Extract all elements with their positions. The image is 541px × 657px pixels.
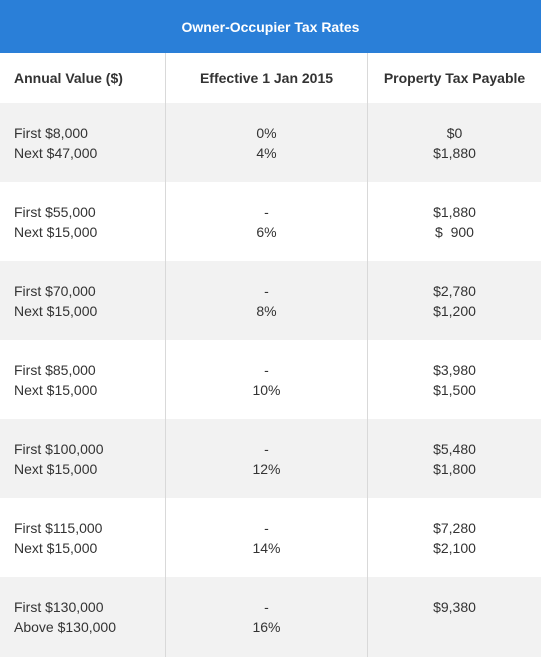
annual-value-next: Next $15,000 bbox=[14, 382, 98, 398]
annual-value-first: First $130,000 bbox=[14, 599, 104, 615]
tax-first: $9,380 bbox=[433, 599, 476, 615]
rate-first: - bbox=[264, 441, 269, 457]
table-title: Owner-Occupier Tax Rates bbox=[0, 0, 541, 53]
tax-next: $ 900 bbox=[435, 224, 474, 240]
tax-next: $2,100 bbox=[433, 540, 476, 556]
tax-next: $1,200 bbox=[433, 303, 476, 319]
tax-payable-cell: $2,780 $1,200 bbox=[368, 261, 541, 340]
annual-value-cell: First $130,000 Above $130,000 bbox=[0, 577, 166, 657]
annual-value-first: First $100,000 bbox=[14, 441, 104, 457]
table-row: First $55,000 Next $15,000 - 6% $1,880 $… bbox=[0, 182, 541, 261]
rate-cell: - 14% bbox=[166, 498, 368, 577]
rate-first: 0% bbox=[256, 125, 277, 141]
rate-cell: - 16% bbox=[166, 577, 368, 657]
rate-next: 10% bbox=[252, 382, 281, 398]
annual-value-cell: First $8,000 Next $47,000 bbox=[0, 103, 166, 182]
header-tax-payable: Property Tax Payable bbox=[383, 70, 526, 86]
table-row: First $70,000 Next $15,000 - 8% $2,780 $… bbox=[0, 261, 541, 340]
rate-next: 12% bbox=[252, 461, 281, 477]
tax-next bbox=[368, 617, 541, 637]
rate-cell: - 6% bbox=[166, 182, 368, 261]
rate-next: 4% bbox=[256, 145, 277, 161]
rate-next: 6% bbox=[256, 224, 277, 240]
tax-first: $0 bbox=[446, 125, 463, 141]
rate-first: - bbox=[264, 362, 269, 378]
annual-value-above: Above $130,000 bbox=[14, 619, 116, 635]
table-row: First $85,000 Next $15,000 - 10% $3,980 … bbox=[0, 340, 541, 419]
rate-next: 14% bbox=[252, 540, 281, 556]
annual-value-first: First $8,000 bbox=[14, 125, 88, 141]
table-title-text: Owner-Occupier Tax Rates bbox=[181, 18, 360, 35]
tax-payable-cell: $0 $1,880 bbox=[368, 103, 541, 182]
annual-value-next: Next $15,000 bbox=[14, 224, 98, 240]
rate-first: - bbox=[264, 599, 269, 615]
annual-value-next: Next $15,000 bbox=[14, 540, 98, 556]
rate-next: 16% bbox=[252, 619, 281, 635]
annual-value-first: First $55,000 bbox=[14, 204, 96, 220]
table-header-row: Annual Value ($) Effective 1 Jan 2015 Pr… bbox=[0, 53, 541, 103]
table-row: First $100,000 Next $15,000 - 12% $5,480… bbox=[0, 419, 541, 498]
tax-payable-cell: $9,380 bbox=[368, 577, 541, 657]
annual-value-first: First $70,000 bbox=[14, 283, 96, 299]
rate-next: 8% bbox=[256, 303, 277, 319]
tax-payable-cell: $7,280 $2,100 bbox=[368, 498, 541, 577]
tax-first: $5,480 bbox=[433, 441, 476, 457]
tax-next: $1,880 bbox=[433, 145, 476, 161]
annual-value-first: First $115,000 bbox=[14, 520, 103, 536]
header-annual-value: Annual Value ($) bbox=[0, 53, 166, 103]
tax-first: $1,880 bbox=[433, 204, 476, 220]
annual-value-first: First $85,000 bbox=[14, 362, 96, 378]
annual-value-cell: First $85,000 Next $15,000 bbox=[0, 340, 166, 419]
tax-payable-cell: $5,480 $1,800 bbox=[368, 419, 541, 498]
rate-first: - bbox=[264, 520, 269, 536]
table-row: First $115,000 Next $15,000 - 14% $7,280… bbox=[0, 498, 541, 577]
tax-next: $1,800 bbox=[433, 461, 476, 477]
annual-value-cell: First $115,000 Next $15,000 bbox=[0, 498, 166, 577]
tax-payable-cell: $1,880 $ 900 bbox=[368, 182, 541, 261]
rate-cell: - 10% bbox=[166, 340, 368, 419]
annual-value-next: Next $47,000 bbox=[14, 145, 98, 161]
tax-payable-cell: $3,980 $1,500 bbox=[368, 340, 541, 419]
rate-first: - bbox=[264, 283, 269, 299]
annual-value-cell: First $70,000 Next $15,000 bbox=[0, 261, 166, 340]
rate-cell: 0% 4% bbox=[166, 103, 368, 182]
table-row: First $130,000 Above $130,000 - 16% $9,3… bbox=[0, 577, 541, 657]
tax-next: $1,500 bbox=[433, 382, 476, 398]
rate-cell: - 8% bbox=[166, 261, 368, 340]
tax-first: $3,980 bbox=[433, 362, 476, 378]
annual-value-cell: First $100,000 Next $15,000 bbox=[0, 419, 166, 498]
rate-first: - bbox=[264, 204, 269, 220]
header-effective-date: Effective 1 Jan 2015 bbox=[166, 53, 368, 103]
annual-value-cell: First $55,000 Next $15,000 bbox=[0, 182, 166, 261]
tax-first: $2,780 bbox=[433, 283, 476, 299]
annual-value-next: Next $15,000 bbox=[14, 303, 98, 319]
tax-first: $7,280 bbox=[433, 520, 476, 536]
rate-cell: - 12% bbox=[166, 419, 368, 498]
table-row: First $8,000 Next $47,000 0% 4% $0 $1,88… bbox=[0, 103, 541, 182]
annual-value-next: Next $15,000 bbox=[14, 461, 98, 477]
